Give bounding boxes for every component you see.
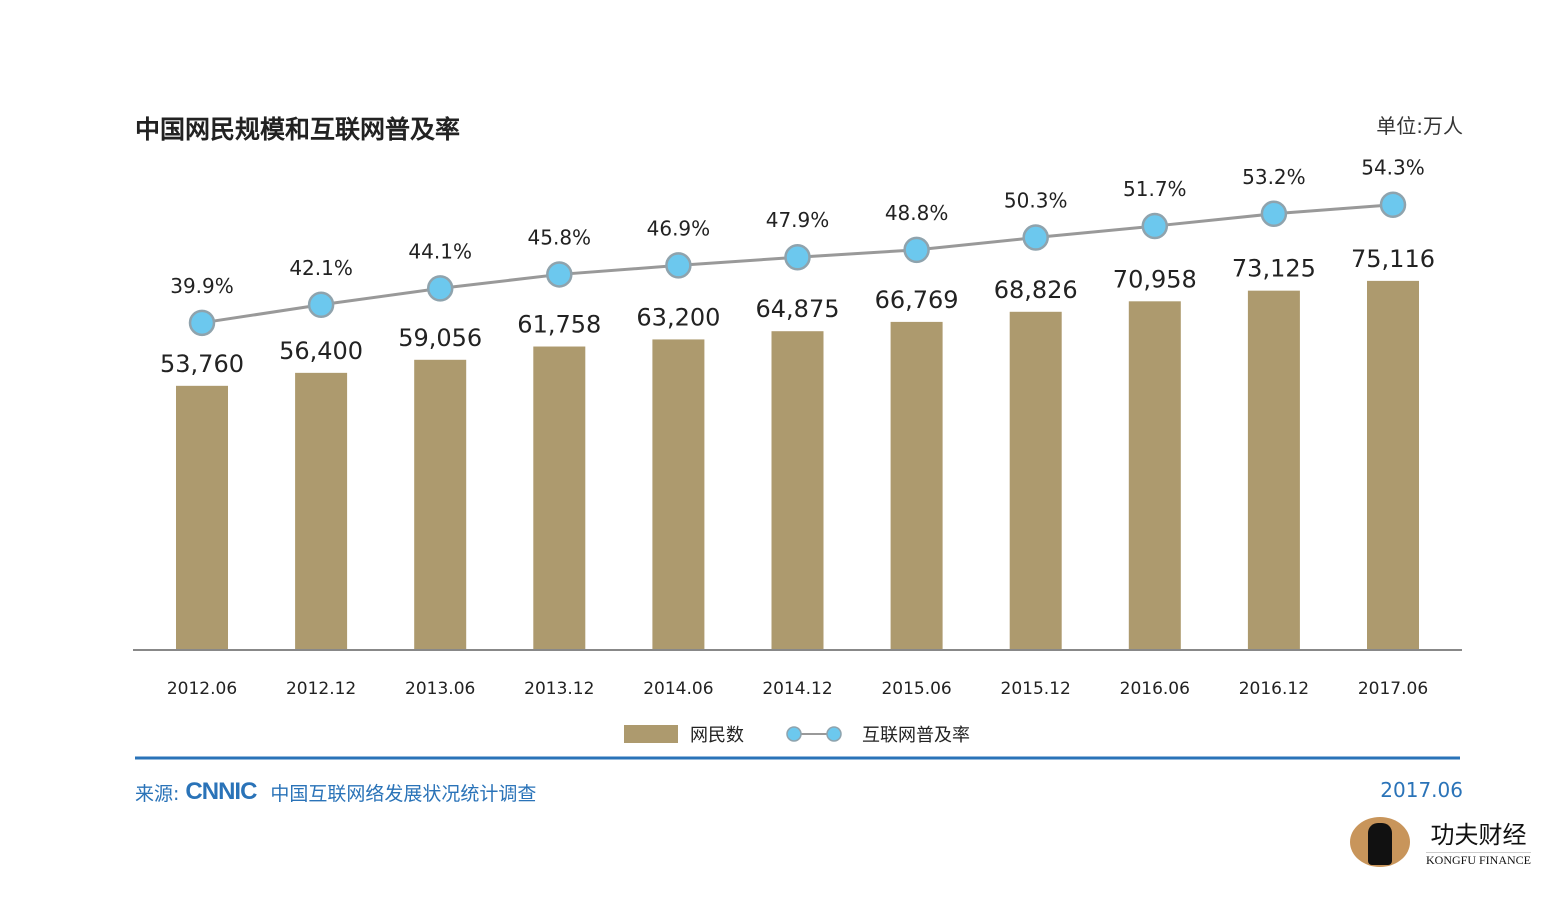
- rate-label: 47.9%: [766, 208, 830, 232]
- chart-title: 中国网民规模和互联网普及率: [135, 115, 461, 144]
- rate-point: [1260, 200, 1288, 228]
- rate-point: [784, 243, 811, 271]
- bar: [1247, 290, 1300, 650]
- bar-value-label: 73,125: [1232, 255, 1316, 283]
- x-tick-label: 2017.06: [1358, 679, 1428, 699]
- logo-en: KONGFU FINANCE: [1426, 853, 1532, 867]
- bar-value-label: 56,400: [279, 337, 363, 365]
- legend-line-label: 互联网普及率: [862, 725, 970, 746]
- bar: [1128, 301, 1181, 650]
- kongfu-finance-logo: 功夫财经 KONGFU FINANCE: [1350, 815, 1532, 868]
- x-tick-label: 2015.12: [1001, 679, 1071, 699]
- rate-label: 44.1%: [408, 239, 472, 263]
- logo-cn: 功夫财经: [1426, 815, 1532, 853]
- rate-point: [1141, 212, 1169, 240]
- cnnic-logo: CNNIC: [185, 778, 257, 805]
- rate-point: [426, 275, 454, 302]
- rate-point: [665, 252, 692, 279]
- bar-value-label: 59,056: [398, 324, 482, 352]
- bar: [1367, 280, 1419, 650]
- bar-value-label: 68,826: [994, 276, 1078, 304]
- bar-value-label: 75,116: [1351, 245, 1435, 273]
- legend-point-swatch: [826, 726, 842, 742]
- bar: [890, 321, 943, 650]
- rate-label: 45.8%: [528, 225, 592, 249]
- x-tick-label: 2016.06: [1120, 679, 1190, 699]
- rate-point: [307, 291, 335, 319]
- kungfu-figure-icon: [1350, 816, 1410, 867]
- rate-point: [1022, 224, 1049, 251]
- bar-value-label: 70,958: [1113, 265, 1197, 293]
- rate-point: [1379, 191, 1407, 218]
- bar: [176, 385, 228, 650]
- rate-point: [903, 236, 930, 264]
- legend-bar-swatch: [624, 725, 678, 743]
- rate-label: 46.9%: [647, 216, 711, 240]
- bar: [533, 346, 586, 650]
- bar-value-label: 64,875: [756, 295, 840, 323]
- bar-value-label: 66,769: [875, 286, 959, 314]
- x-tick-label: 2013.06: [405, 679, 475, 699]
- bar-value-label: 53,760: [160, 350, 244, 378]
- legend-point-swatch: [786, 726, 802, 742]
- source-label: 来源:: [135, 782, 180, 805]
- x-tick-label: 2016.12: [1239, 679, 1309, 699]
- bar: [414, 359, 467, 650]
- legend-bar-label: 网民数: [690, 725, 744, 746]
- rate-label: 50.3%: [1004, 189, 1068, 213]
- rate-point: [546, 261, 573, 288]
- x-tick-label: 2014.06: [643, 679, 713, 699]
- rate-label: 42.1%: [289, 256, 353, 280]
- rate-label: 51.7%: [1123, 177, 1187, 201]
- bar: [1009, 311, 1062, 650]
- unit-label: 单位:万人: [1376, 114, 1463, 138]
- report-date: 2017.06: [1380, 778, 1463, 802]
- rate-point: [188, 309, 216, 337]
- rate-label: 54.3%: [1361, 156, 1425, 180]
- x-tick-label: 2012.12: [286, 679, 356, 699]
- x-tick-label: 2015.06: [881, 679, 951, 699]
- bar: [771, 331, 824, 650]
- x-tick-label: 2012.06: [167, 679, 237, 699]
- bar-value-label: 61,758: [517, 311, 601, 339]
- bar: [652, 339, 705, 650]
- bar-value-label: 63,200: [636, 303, 720, 331]
- source: 来源: CNNIC 中国互联网络发展状况统计调查: [135, 778, 536, 806]
- rate-label: 39.9%: [170, 274, 234, 298]
- x-tick-label: 2013.12: [524, 679, 594, 699]
- bar: [295, 372, 348, 650]
- rate-label: 53.2%: [1242, 165, 1306, 189]
- x-tick-label: 2014.12: [762, 679, 832, 699]
- rate-label: 48.8%: [885, 201, 949, 225]
- source-text: 中国互联网络发展状况统计调查: [270, 782, 537, 805]
